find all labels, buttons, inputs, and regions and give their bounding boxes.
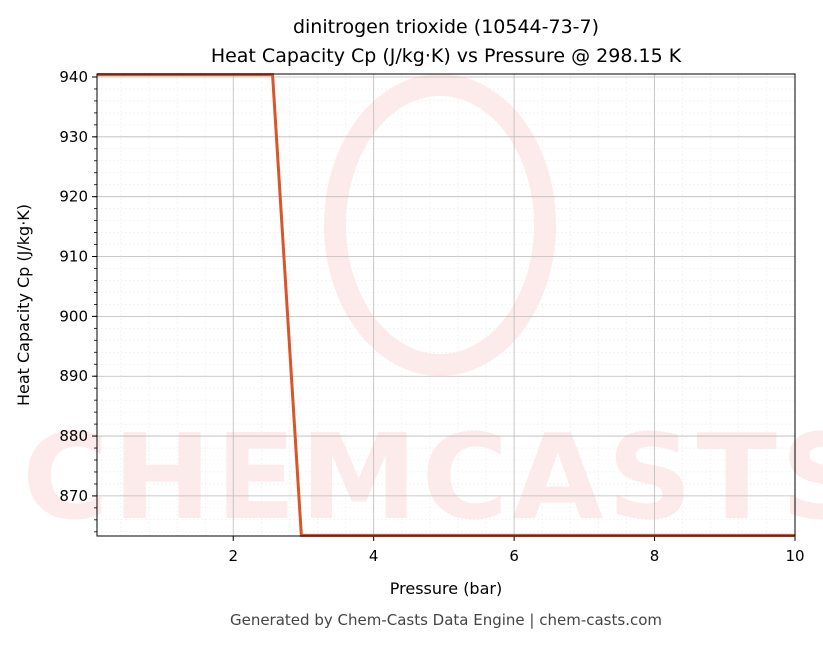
y-tick-label: 890	[59, 367, 88, 385]
y-tick-label: 880	[59, 427, 88, 445]
x-tick-label: 6	[509, 547, 519, 565]
chart-title: dinitrogen trioxide (10544-73-7)	[293, 16, 599, 38]
x-tick-label: 2	[228, 547, 238, 565]
y-tick-label: 940	[59, 68, 88, 86]
y-tick-label: 930	[59, 128, 88, 146]
x-tick-label: 4	[369, 547, 379, 565]
x-tick-label: 10	[785, 547, 804, 565]
chart-subtitle: Heat Capacity Cp (J/kg·K) vs Pressure @ …	[211, 45, 682, 67]
y-tick-label: 870	[59, 487, 88, 505]
x-axis-label: Pressure (bar)	[390, 579, 502, 598]
line	[97, 73, 795, 537]
plot-frame	[96, 73, 796, 537]
footer: Generated by Chem-Casts Data Engine | ch…	[230, 611, 662, 629]
y-axis-label: Heat Capacity Cp (J/kg·K)	[14, 204, 33, 406]
y-tick-label: 900	[59, 307, 88, 325]
x-tick-label: 8	[650, 547, 660, 565]
y-tick-label: 910	[59, 248, 88, 266]
watermark-ring	[324, 74, 556, 376]
watermark-text: CHEMCASTS	[22, 408, 823, 546]
y-tick-label: 920	[59, 188, 88, 206]
watermark: CHEMCASTS	[22, 74, 823, 546]
